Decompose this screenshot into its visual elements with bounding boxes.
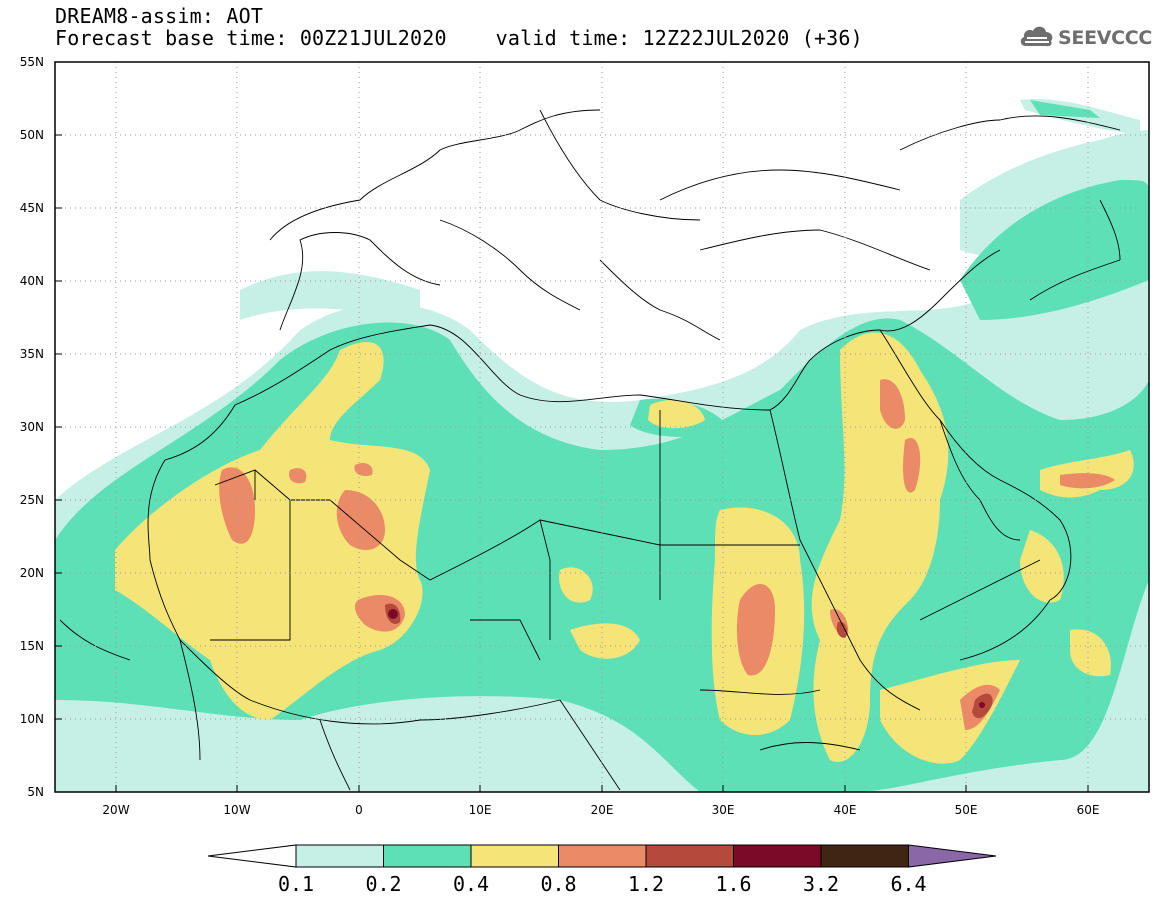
colorbar-bin-5 — [733, 844, 822, 868]
aot-maximum-somalia — [979, 702, 985, 708]
lon-label: 50E — [954, 803, 978, 817]
lat-label: 45N — [19, 201, 44, 215]
colorbar-label: 0.8 — [540, 872, 577, 896]
lon-label: 10E — [468, 803, 492, 817]
colorbar-label: 0.4 — [452, 872, 490, 896]
colorbar-label: 0.1 — [277, 872, 315, 896]
forecast-time-line: Forecast base time: 00Z21JUL2020 valid t… — [55, 26, 863, 50]
lon-label: 30E — [711, 803, 735, 817]
lat-label: 25N — [19, 493, 44, 507]
colorbar-bin-2 — [470, 844, 559, 868]
colorbar-label: 3.2 — [802, 872, 840, 896]
colorbar-bin-4 — [645, 844, 734, 868]
lat-label: 10N — [19, 712, 44, 726]
lat-label: 20N — [19, 566, 44, 580]
lon-label: 20W — [102, 803, 130, 817]
colorbar-bin-3 — [558, 844, 647, 868]
lat-label: 30N — [19, 420, 44, 434]
colorbar-label: 0.2 — [365, 872, 402, 896]
lat-label: 55N — [19, 55, 44, 69]
lon-label: 60E — [1076, 803, 1100, 817]
cloud-icon — [1020, 26, 1053, 47]
logo-text: SEEVCCC — [1058, 27, 1153, 49]
aot-maximum-sahara — [388, 609, 398, 619]
seevccc-logo: SEEVCCC — [1018, 22, 1153, 52]
lat-label: 5N — [27, 785, 44, 799]
grid-lines — [55, 62, 1149, 792]
colorbar-label: 6.4 — [890, 872, 927, 896]
lon-label: 20E — [590, 803, 614, 817]
colorbar-over-arrow — [908, 844, 997, 868]
colorbar-bin-1 — [383, 844, 472, 868]
colorbar-bin-0 — [295, 844, 384, 868]
lat-label: 35N — [19, 347, 44, 361]
map-title: DREAM8-assim: AOT — [55, 4, 264, 28]
lat-label: 50N — [19, 128, 44, 142]
lat-label: 15N — [19, 639, 44, 653]
lon-label: 0 — [355, 803, 363, 817]
colorbar-under-arrow — [207, 844, 297, 868]
colorbar-label: 1.6 — [715, 872, 752, 896]
lon-label: 10W — [223, 803, 251, 817]
colorbar-bin-6 — [820, 844, 909, 868]
country-borders — [59, 109, 1121, 791]
lat-label: 40N — [19, 274, 44, 288]
colorbar-label: 1.2 — [627, 872, 665, 896]
lon-label: 40E — [833, 803, 857, 817]
axis-ticks — [55, 61, 1089, 793]
colorbar — [207, 844, 997, 868]
